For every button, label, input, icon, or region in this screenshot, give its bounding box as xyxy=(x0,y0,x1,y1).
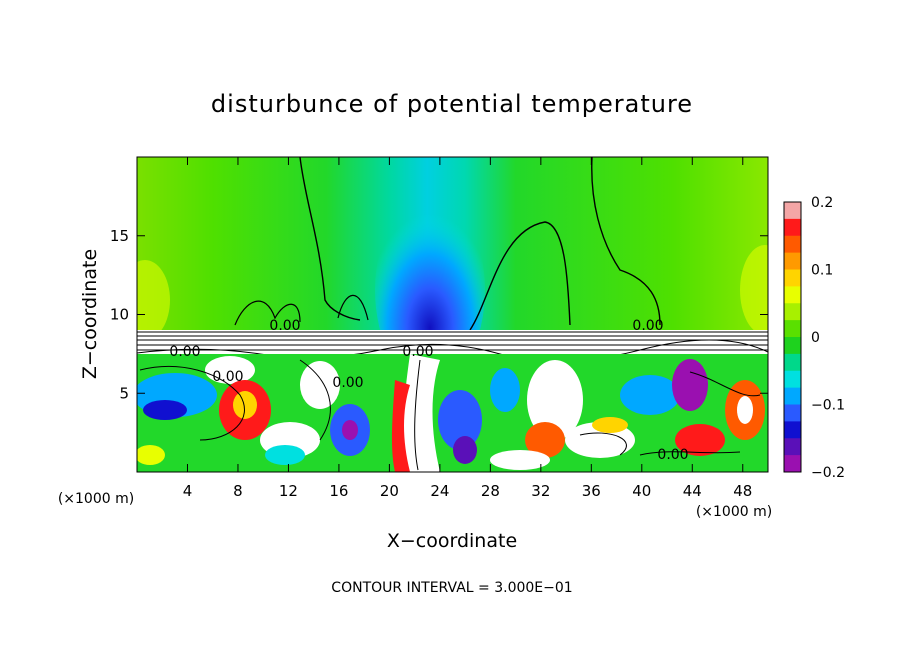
x-tick-label: 24 xyxy=(430,482,449,500)
colorbar-swatch xyxy=(784,337,801,355)
x-tick-label: 8 xyxy=(233,482,243,500)
upper-contour-5 xyxy=(337,294,369,321)
turbulent-blobs xyxy=(137,354,765,472)
contour-label: 0.00 xyxy=(269,318,300,334)
contour-label: 0.00 xyxy=(632,318,663,334)
colorbar-swatch xyxy=(784,353,801,372)
warm-edge-left xyxy=(137,260,170,340)
x-tick-label: 20 xyxy=(380,482,399,500)
colorbar-swatch xyxy=(784,404,801,422)
upper-contour-3 xyxy=(591,157,661,326)
x-unit-right: (×1000 m) xyxy=(696,504,772,520)
colorbar-tick-label: −0.2 xyxy=(811,465,845,481)
colorbar-tick-label: 0.2 xyxy=(811,195,833,211)
colorbar-swatch xyxy=(784,320,801,338)
upper-contour-2 xyxy=(469,221,571,331)
colorbar-tick-label: −0.1 xyxy=(811,398,845,414)
colorbar-swatch xyxy=(784,387,801,405)
lower-contours xyxy=(139,359,761,471)
colorbar-swatch xyxy=(784,455,801,473)
x-unit-left: (×1000 m) xyxy=(58,491,134,507)
colorbar-tick-label: 0.1 xyxy=(811,263,833,279)
x-tick-label: 32 xyxy=(531,482,550,500)
colorbar-swatch xyxy=(784,370,801,389)
colorbar-swatch xyxy=(784,202,801,220)
colorbar-frame xyxy=(783,201,802,473)
contour-label: 0.00 xyxy=(657,447,688,463)
colorbar-swatch xyxy=(784,235,801,254)
x-axis-ticks: 4 8 12 16 20 24 28 32 36 40 44 48 xyxy=(183,157,752,500)
colorbar xyxy=(784,202,801,473)
x-tick-label: 36 xyxy=(582,482,601,500)
colorbar-tick-label: 0 xyxy=(811,330,820,346)
x-tick-label: 12 xyxy=(279,482,298,500)
y-axis-ticks: 5 10 15 xyxy=(110,227,768,402)
colorbar-swatch xyxy=(784,438,801,456)
colorbar-swatch xyxy=(784,286,801,304)
interface-lines xyxy=(137,331,768,363)
y-axis-label: Z−coordinate xyxy=(79,249,101,379)
warm-edge-right xyxy=(740,245,768,335)
colorbar-swatch xyxy=(784,303,801,321)
colorbar-swatch xyxy=(784,269,801,287)
x-tick-label: 48 xyxy=(733,482,752,500)
x-tick-label: 16 xyxy=(329,482,348,500)
contour-label: 0.00 xyxy=(332,375,363,391)
colorbar-swatch xyxy=(784,421,801,439)
upper-contour-1 xyxy=(299,157,361,321)
contour-labels: 0.00 0.00 0.00 0.00 0.00 0.00 0.00 xyxy=(169,318,688,463)
y-tick-label: 5 xyxy=(119,384,129,402)
plot-area xyxy=(137,157,768,472)
x-tick-label: 4 xyxy=(183,482,193,500)
x-tick-label: 28 xyxy=(481,482,500,500)
x-axis-label: X−coordinate xyxy=(387,530,517,552)
colorbar-swatch xyxy=(784,252,801,270)
y-tick-label: 15 xyxy=(110,227,129,245)
y-tick-label: 10 xyxy=(110,306,129,324)
colorbar-swatch xyxy=(784,218,801,237)
colorbar-ticks: 0.2 0.1 0 −0.1 −0.2 xyxy=(811,195,845,481)
x-tick-label: 44 xyxy=(683,482,702,500)
contour-label: 0.00 xyxy=(212,369,243,385)
contour-interval-note: CONTOUR INTERVAL = 3.000E−01 xyxy=(331,580,572,596)
chart-title: disturbunce of potential temperature xyxy=(211,90,693,118)
contour-label: 0.00 xyxy=(169,344,200,360)
contour-label: 0.00 xyxy=(402,344,433,360)
x-tick-label: 40 xyxy=(632,482,651,500)
upper-contour-4 xyxy=(234,300,301,326)
